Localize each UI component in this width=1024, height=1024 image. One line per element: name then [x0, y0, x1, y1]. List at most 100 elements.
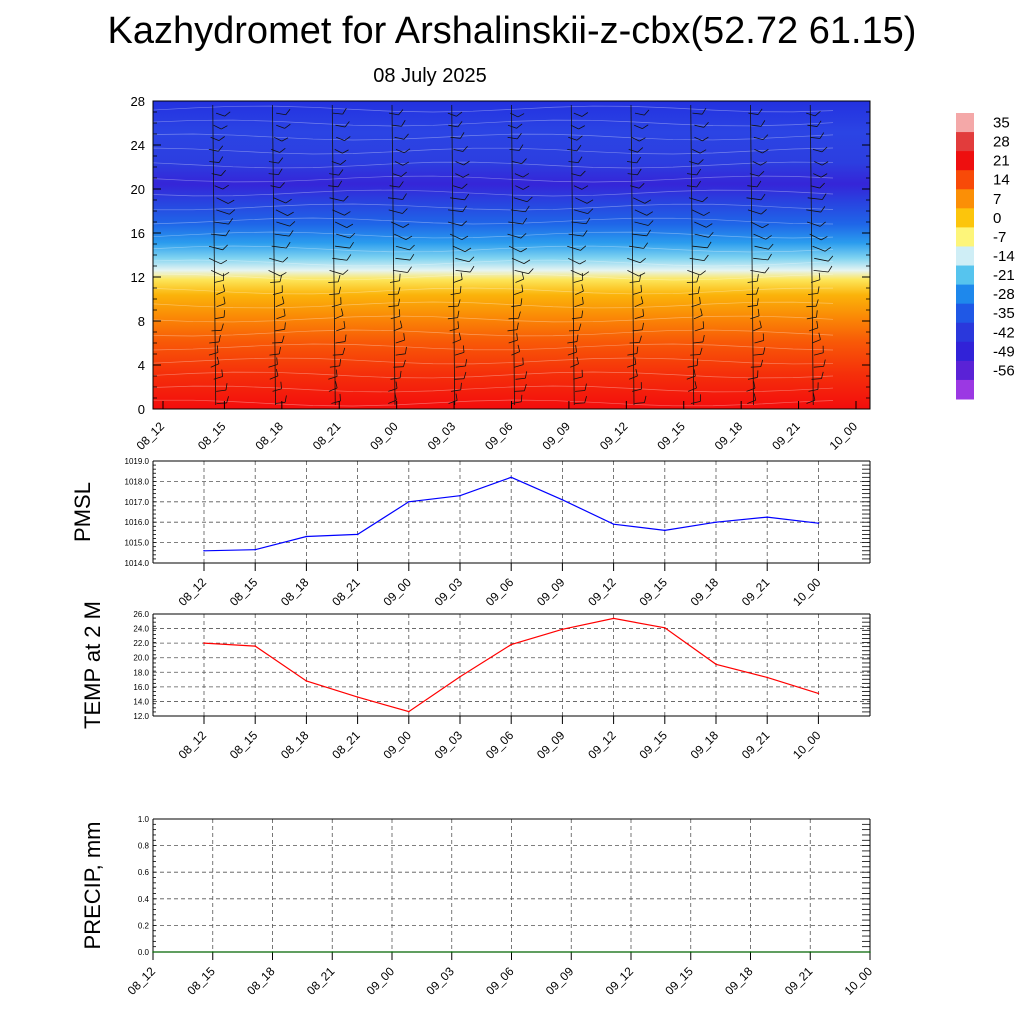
wind-barb [336, 233, 350, 239]
wind-barb-feather [284, 123, 291, 129]
wind-barb-feather [523, 185, 530, 190]
wind-barb [455, 365, 466, 368]
wind-barb-feather [699, 149, 707, 154]
wind-barb-feather [758, 170, 765, 177]
wind-barb-feather [404, 148, 411, 154]
contour-line [152, 147, 834, 155]
wind-barb [806, 209, 821, 213]
wind-barb-feather [516, 132, 522, 140]
contour-line [152, 343, 834, 351]
wind-barb-feather [816, 320, 819, 328]
colorbar-swatch [956, 227, 974, 247]
data-point [510, 643, 512, 646]
wind-barb [754, 245, 769, 250]
x-tick-label: 09_18 [712, 419, 746, 453]
wind-barb-feather [643, 242, 649, 249]
x-tick-label: 08_12 [176, 728, 210, 762]
wind-barb-feather [225, 383, 228, 391]
colorbar-swatch [956, 322, 974, 343]
wind-barb-feather [280, 381, 282, 389]
wind-barb-feather [457, 121, 463, 128]
wind-barb [508, 245, 521, 253]
wind-barb-feather [757, 108, 763, 115]
wind-barb [511, 351, 520, 356]
wind-barb-feather [760, 120, 766, 127]
wind-barb [269, 353, 280, 356]
wind-barb-feather [817, 286, 820, 294]
wind-barb-feather [281, 296, 285, 304]
colorbar-swatch [956, 360, 974, 381]
x-tick-label: 10_00 [790, 728, 824, 762]
wind-barb-feather [646, 229, 651, 237]
data-point [408, 710, 410, 713]
wind-barb [454, 378, 465, 380]
y-tick-label: 22.0 [133, 639, 149, 648]
wind-barb-feather [708, 231, 714, 238]
x-tick-label: 09_03 [432, 575, 466, 609]
x-tick-label: 09_09 [534, 575, 568, 609]
contour-line [152, 133, 834, 141]
wind-barb-feather [521, 284, 524, 292]
wind-barb [814, 161, 823, 166]
wind-barb-feather [699, 296, 701, 304]
wind-barb-feather [647, 220, 654, 226]
wind-barb [508, 221, 523, 225]
wind-barb-feather [581, 112, 589, 117]
x-tick-label: 08_12 [134, 419, 168, 453]
wind-barb-feather [349, 241, 354, 249]
data-point [630, 951, 632, 953]
x-tick-label: 09_00 [367, 419, 401, 453]
wind-barb-feather [335, 381, 338, 389]
wind-barb [634, 221, 649, 226]
wind-barb-feather [579, 260, 587, 265]
wind-barb [214, 316, 225, 320]
wind-barb-feather [520, 394, 523, 402]
x-tick-label: 08_18 [278, 728, 312, 762]
wind-barb-feather [644, 395, 647, 403]
wind-barb [634, 124, 643, 130]
wind-barb-feather [756, 180, 762, 188]
wind-barb [752, 161, 761, 166]
wind-barb-feather [520, 248, 528, 253]
wind-barb-feather [402, 208, 408, 214]
y-tick-label: 1017.0 [125, 498, 150, 507]
wind-barb [328, 376, 338, 380]
wind-barb-feather [522, 173, 530, 178]
wind-barb [269, 257, 283, 263]
wind-barb-feather [342, 107, 347, 115]
wind-barb [208, 149, 219, 152]
wind-barb-feather [760, 359, 764, 367]
wind-barb [453, 279, 463, 283]
wind-barb [334, 149, 343, 154]
wind-barb [507, 124, 517, 129]
x-tick-label: 10_00 [790, 575, 824, 609]
wind-barb-feather [763, 347, 766, 355]
wind-barb-feather [218, 334, 221, 343]
wind-barb [747, 377, 758, 380]
wind-barb-feather [518, 144, 524, 151]
wind-barb [693, 314, 703, 320]
wind-barb-feather [707, 241, 712, 249]
wind-barb [268, 161, 279, 164]
wind-barb [690, 354, 701, 356]
wind-barb [753, 233, 766, 240]
wind-barb-feather [696, 358, 699, 366]
wind-barb [806, 221, 821, 227]
wind-barb [686, 375, 696, 380]
x-tick-label: 09_12 [597, 419, 631, 453]
wind-barb [507, 136, 518, 140]
wind-barb [209, 161, 220, 163]
wind-barb-feather [409, 244, 415, 251]
wind-barb [388, 388, 398, 392]
wind-barb-feather [344, 121, 350, 128]
wind-barb-feather [402, 223, 410, 228]
wind-barb [688, 197, 703, 203]
chart-date: 08 July 2025 [373, 65, 487, 87]
wind-barb-feather [284, 395, 287, 403]
wind-barb-feather [767, 253, 772, 261]
wind-barb-feather [697, 286, 700, 294]
wind-barb-feather [642, 124, 649, 130]
wind-barb-feather [524, 371, 528, 379]
x-tick-label: 10_00 [842, 964, 876, 998]
